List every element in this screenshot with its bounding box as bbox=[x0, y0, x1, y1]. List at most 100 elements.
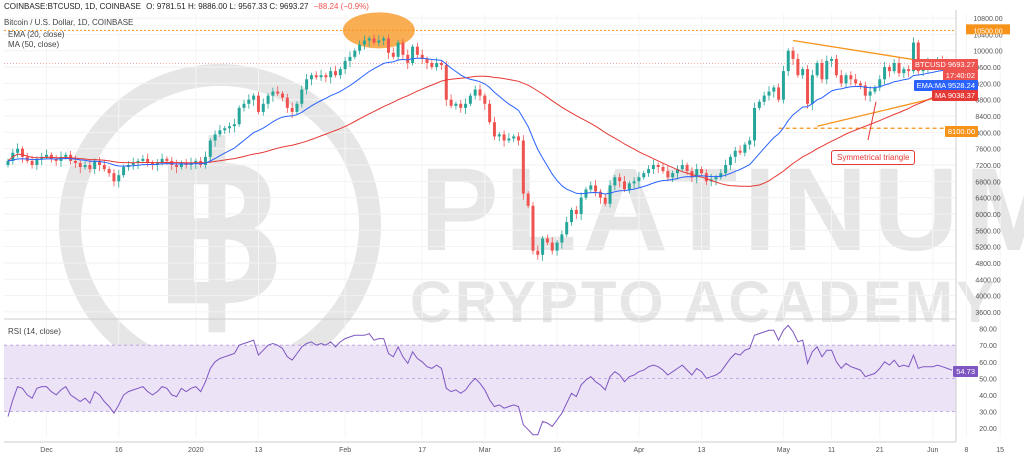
header-row: COINBASE:BTCUSD, 1D, COINBASE O: 9781.51… bbox=[4, 2, 372, 11]
candle-body bbox=[651, 165, 655, 170]
moving-averages bbox=[7, 57, 953, 195]
axes: 3600.00 4000.00 4400.00 4800.00 5200.00 5600.… bbox=[4, 10, 1010, 454]
time-tick-label: 8 bbox=[964, 447, 968, 454]
candle-body bbox=[35, 158, 39, 165]
candle-body bbox=[806, 69, 810, 104]
price-tick-label: 6400.00 bbox=[975, 196, 1000, 203]
time-tick-label: 15 bbox=[996, 447, 1004, 454]
candle-body bbox=[343, 60, 347, 70]
candle-body bbox=[338, 69, 342, 76]
candle-body bbox=[88, 165, 92, 170]
ohlc-values: O: 9781.51 H: 9886.00 L: 9567.33 C: 9693… bbox=[146, 2, 309, 11]
candle-body bbox=[791, 50, 795, 59]
candle-body bbox=[738, 150, 742, 153]
candle-body bbox=[435, 62, 439, 68]
candle-body bbox=[618, 177, 622, 182]
candle-body bbox=[425, 58, 429, 63]
candle-body bbox=[237, 107, 241, 125]
price-tick-label: 10800.00 bbox=[973, 16, 1002, 23]
candle-body bbox=[757, 101, 761, 108]
ma-legend[interactable]: MA (50, close) bbox=[8, 40, 60, 49]
candle-body bbox=[271, 91, 275, 96]
candle-body bbox=[594, 185, 598, 192]
candle-body bbox=[565, 222, 569, 235]
candle-body bbox=[194, 160, 198, 163]
candle-body bbox=[541, 238, 545, 255]
candle-body bbox=[329, 71, 333, 78]
triangle-annotation: Symmetrical triangle bbox=[831, 150, 916, 165]
candle-body bbox=[502, 134, 506, 141]
countdown-tag: 17:40:02 bbox=[942, 70, 978, 81]
candle-body bbox=[396, 42, 400, 57]
price-tick-label: 5200.00 bbox=[975, 245, 1000, 252]
candle-body bbox=[324, 75, 328, 78]
candle-body bbox=[439, 62, 443, 66]
candle-body bbox=[382, 38, 386, 41]
candle-body bbox=[468, 95, 472, 104]
candle-body bbox=[218, 130, 222, 135]
candle-body bbox=[863, 85, 867, 96]
candle-body bbox=[54, 158, 58, 161]
time-tick-label: May bbox=[777, 447, 791, 454]
price-tag: BTCUSD 9693.27 bbox=[911, 59, 978, 70]
price-tick-label: 3600.00 bbox=[975, 310, 1000, 317]
price-tick-label: 6800.00 bbox=[975, 179, 1000, 186]
candle-body bbox=[247, 99, 251, 104]
price-tick-label: 9200.00 bbox=[975, 81, 1000, 88]
top-highlight-ellipse bbox=[342, 12, 415, 49]
price-tick-label: 6000.00 bbox=[975, 212, 1000, 219]
candle-body bbox=[411, 46, 415, 63]
time-tick-label: Mar bbox=[479, 447, 492, 454]
candle-body bbox=[810, 75, 814, 104]
candle-body bbox=[830, 58, 834, 61]
candle-body bbox=[902, 69, 906, 74]
candle-body bbox=[911, 42, 915, 72]
rsi-value-tag: 54.73 bbox=[953, 366, 978, 377]
candle-body bbox=[733, 150, 737, 157]
ema-legend[interactable]: EMA (20, close) bbox=[8, 30, 65, 39]
time-tick-label: 16 bbox=[553, 447, 561, 454]
candle-body bbox=[232, 124, 236, 127]
candle-body bbox=[358, 44, 362, 51]
rsi-line bbox=[7, 324, 953, 436]
price-tick-label: 4000.00 bbox=[975, 294, 1000, 301]
candle-body bbox=[849, 75, 853, 80]
candle-body bbox=[743, 144, 747, 153]
candle-body bbox=[753, 107, 757, 141]
candle-body bbox=[49, 154, 53, 159]
candle-body bbox=[454, 103, 458, 106]
candle-body bbox=[83, 165, 87, 168]
rsi-tick-label: 20.00 bbox=[979, 426, 997, 433]
candle-body bbox=[854, 79, 858, 84]
candle-body bbox=[122, 167, 126, 176]
candle-body bbox=[627, 183, 631, 190]
time-tick-label: 21 bbox=[876, 447, 884, 454]
price-tick-label: 10400.00 bbox=[973, 32, 1002, 39]
candle-body bbox=[647, 169, 651, 174]
support-level-tag: 8100.00 bbox=[944, 126, 978, 137]
candle-body bbox=[401, 42, 405, 55]
candle-body bbox=[309, 75, 313, 80]
candle-body bbox=[266, 95, 270, 104]
candle-body bbox=[762, 95, 766, 102]
candle-body bbox=[897, 62, 901, 74]
candle-body bbox=[887, 67, 891, 72]
price-tick-label: 10000.00 bbox=[973, 49, 1002, 56]
candle-body bbox=[300, 89, 304, 104]
candle-body bbox=[695, 169, 699, 178]
candle-body bbox=[820, 62, 824, 80]
candle-body bbox=[728, 156, 732, 165]
resistance-level-tag bbox=[966, 24, 1010, 35]
rsi-tick-label: 60.00 bbox=[979, 360, 997, 367]
candle-body bbox=[213, 134, 217, 141]
time-tick-label: Dec bbox=[40, 447, 53, 454]
time-tick-label: Apr bbox=[633, 447, 645, 454]
symbol-label[interactable]: COINBASE:BTCUSD, 1D, COINBASE bbox=[4, 2, 141, 11]
candle-body bbox=[550, 242, 554, 251]
candle-body bbox=[98, 160, 102, 165]
watermark-line-1: PLATINUM bbox=[420, 144, 1024, 276]
rsi-legend[interactable]: RSI (14, close) bbox=[8, 327, 61, 336]
candle-body bbox=[78, 162, 82, 168]
rsi-path bbox=[7, 324, 953, 436]
